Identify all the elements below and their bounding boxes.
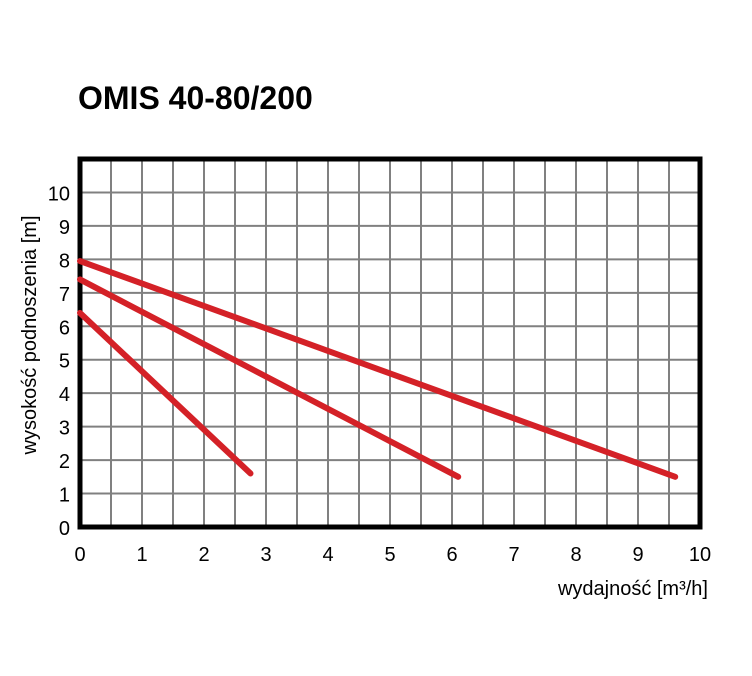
x-tick-label: 9: [632, 544, 643, 566]
x-tick-label: 5: [384, 544, 395, 566]
x-tick-label: 3: [260, 544, 271, 566]
x-tick-label: 0: [74, 544, 85, 566]
y-tick-label: 3: [59, 418, 70, 440]
y-tick-labels: 0 1 2 3 4 5 6 7 8 9 10: [48, 183, 70, 540]
y-axis-label: wysokość podnoszenia [m]: [19, 215, 41, 455]
chart-title: OMIS 40-80/200: [78, 80, 313, 116]
x-tick-label: 4: [322, 544, 333, 566]
y-tick-label: 0: [59, 518, 70, 540]
y-tick-label: 9: [59, 217, 70, 239]
x-tick-labels: 0 1 2 3 4 5 6 7 8 9 10: [74, 544, 711, 566]
x-axis-label: wydajność [m³/h]: [557, 578, 708, 600]
series-lines: [77, 258, 679, 480]
x-tick-label: 1: [136, 544, 147, 566]
y-tick-label: 7: [59, 284, 70, 306]
x-tick-label: 10: [689, 544, 711, 566]
y-tick-label: 6: [59, 317, 70, 339]
y-tick-label: 10: [48, 183, 70, 205]
x-tick-label: 7: [508, 544, 519, 566]
y-tick-label: 5: [59, 351, 70, 373]
series-line-1: [77, 309, 254, 477]
y-tick-label: 1: [59, 485, 70, 507]
series-line-3: [77, 258, 679, 480]
x-tick-label: 6: [446, 544, 457, 566]
grid: [80, 159, 700, 527]
y-tick-label: 2: [59, 451, 70, 473]
y-tick-label: 4: [59, 384, 70, 406]
y-tick-label: 8: [59, 250, 70, 272]
series-line-2: [77, 276, 462, 480]
x-tick-label: 8: [570, 544, 581, 566]
plot-frame: [77, 156, 703, 530]
x-tick-label: 2: [198, 544, 209, 566]
